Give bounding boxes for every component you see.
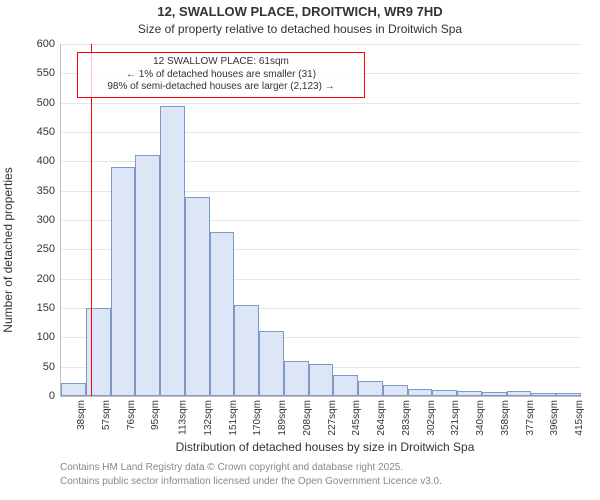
grid-line bbox=[61, 103, 581, 104]
y-tick-label: 550 bbox=[37, 67, 61, 79]
histogram-bar bbox=[160, 106, 185, 396]
histogram-bar bbox=[210, 232, 235, 396]
callout-line-2: ← 1% of detached houses are smaller (31) bbox=[84, 69, 358, 82]
x-tick-label: 38sqm bbox=[76, 400, 87, 430]
callout-line-1: 12 SWALLOW PLACE: 61sqm bbox=[84, 56, 358, 69]
x-tick-label: 151sqm bbox=[227, 400, 238, 436]
chart-container: 12, SWALLOW PLACE, DROITWICH, WR9 7HD Si… bbox=[0, 0, 600, 500]
x-tick-label: 415sqm bbox=[574, 400, 585, 436]
histogram-bar bbox=[556, 393, 581, 396]
histogram-bar bbox=[333, 375, 358, 396]
x-tick-label: 189sqm bbox=[277, 400, 288, 436]
y-tick-label: 50 bbox=[43, 361, 61, 373]
histogram-bar bbox=[61, 383, 86, 396]
histogram-bar bbox=[135, 155, 160, 396]
histogram-bar bbox=[234, 305, 259, 396]
x-tick-label: 76sqm bbox=[126, 400, 137, 430]
histogram-bar bbox=[432, 390, 457, 396]
y-tick-label: 200 bbox=[37, 273, 61, 285]
histogram-bar bbox=[383, 385, 408, 396]
histogram-bar bbox=[284, 361, 309, 396]
y-tick-label: 100 bbox=[37, 331, 61, 343]
x-tick-label: 95sqm bbox=[150, 400, 161, 430]
x-tick-label: 340sqm bbox=[475, 400, 486, 436]
histogram-bar bbox=[531, 393, 556, 396]
x-tick-label: 113sqm bbox=[177, 400, 188, 435]
histogram-bar bbox=[309, 364, 334, 396]
histogram-bar bbox=[111, 167, 136, 396]
y-tick-label: 300 bbox=[37, 214, 61, 226]
chart-title-line2: Size of property relative to detached ho… bbox=[0, 22, 600, 36]
y-axis-label: Number of detached properties bbox=[1, 167, 15, 332]
x-tick-label: 208sqm bbox=[302, 400, 313, 436]
footer-line-2: Contains public sector information licen… bbox=[60, 476, 442, 487]
x-tick-label: 245sqm bbox=[351, 400, 362, 436]
x-tick-label: 283sqm bbox=[401, 400, 412, 436]
histogram-bar bbox=[482, 392, 507, 396]
x-tick-label: 302sqm bbox=[425, 400, 436, 436]
x-tick-label: 227sqm bbox=[326, 400, 337, 436]
grid-line bbox=[61, 132, 581, 133]
y-tick-label: 150 bbox=[37, 302, 61, 314]
x-tick-label: 57sqm bbox=[101, 400, 112, 430]
histogram-bar bbox=[185, 197, 210, 396]
y-tick-label: 500 bbox=[37, 97, 61, 109]
x-tick-label: 358sqm bbox=[500, 400, 511, 436]
grid-line bbox=[61, 44, 581, 45]
x-tick-label: 377sqm bbox=[524, 400, 535, 436]
y-tick-label: 400 bbox=[37, 155, 61, 167]
x-axis-label: Distribution of detached houses by size … bbox=[60, 440, 590, 454]
histogram-bar bbox=[259, 331, 284, 396]
y-tick-label: 250 bbox=[37, 243, 61, 255]
callout-line-3: 98% of semi-detached houses are larger (… bbox=[84, 81, 358, 94]
x-tick-label: 132sqm bbox=[203, 400, 214, 436]
histogram-bar bbox=[86, 308, 111, 396]
chart-title-line1: 12, SWALLOW PLACE, DROITWICH, WR9 7HD bbox=[0, 4, 600, 19]
x-tick-label: 264sqm bbox=[376, 400, 387, 436]
y-tick-label: 0 bbox=[49, 390, 61, 402]
plot-area: 05010015020025030035040045050055060038sq… bbox=[60, 44, 581, 397]
y-tick-label: 350 bbox=[37, 185, 61, 197]
callout-box: 12 SWALLOW PLACE: 61sqm ← 1% of detached… bbox=[77, 52, 365, 98]
histogram-bar bbox=[507, 391, 532, 396]
y-tick-label: 600 bbox=[37, 38, 61, 50]
footer-line-1: Contains HM Land Registry data © Crown c… bbox=[60, 462, 403, 473]
histogram-bar bbox=[408, 389, 433, 396]
histogram-bar bbox=[457, 391, 482, 396]
histogram-bar bbox=[358, 381, 383, 396]
x-tick-label: 396sqm bbox=[549, 400, 560, 436]
y-tick-label: 450 bbox=[37, 126, 61, 138]
x-tick-label: 321sqm bbox=[450, 400, 461, 436]
x-tick-label: 170sqm bbox=[252, 400, 263, 436]
